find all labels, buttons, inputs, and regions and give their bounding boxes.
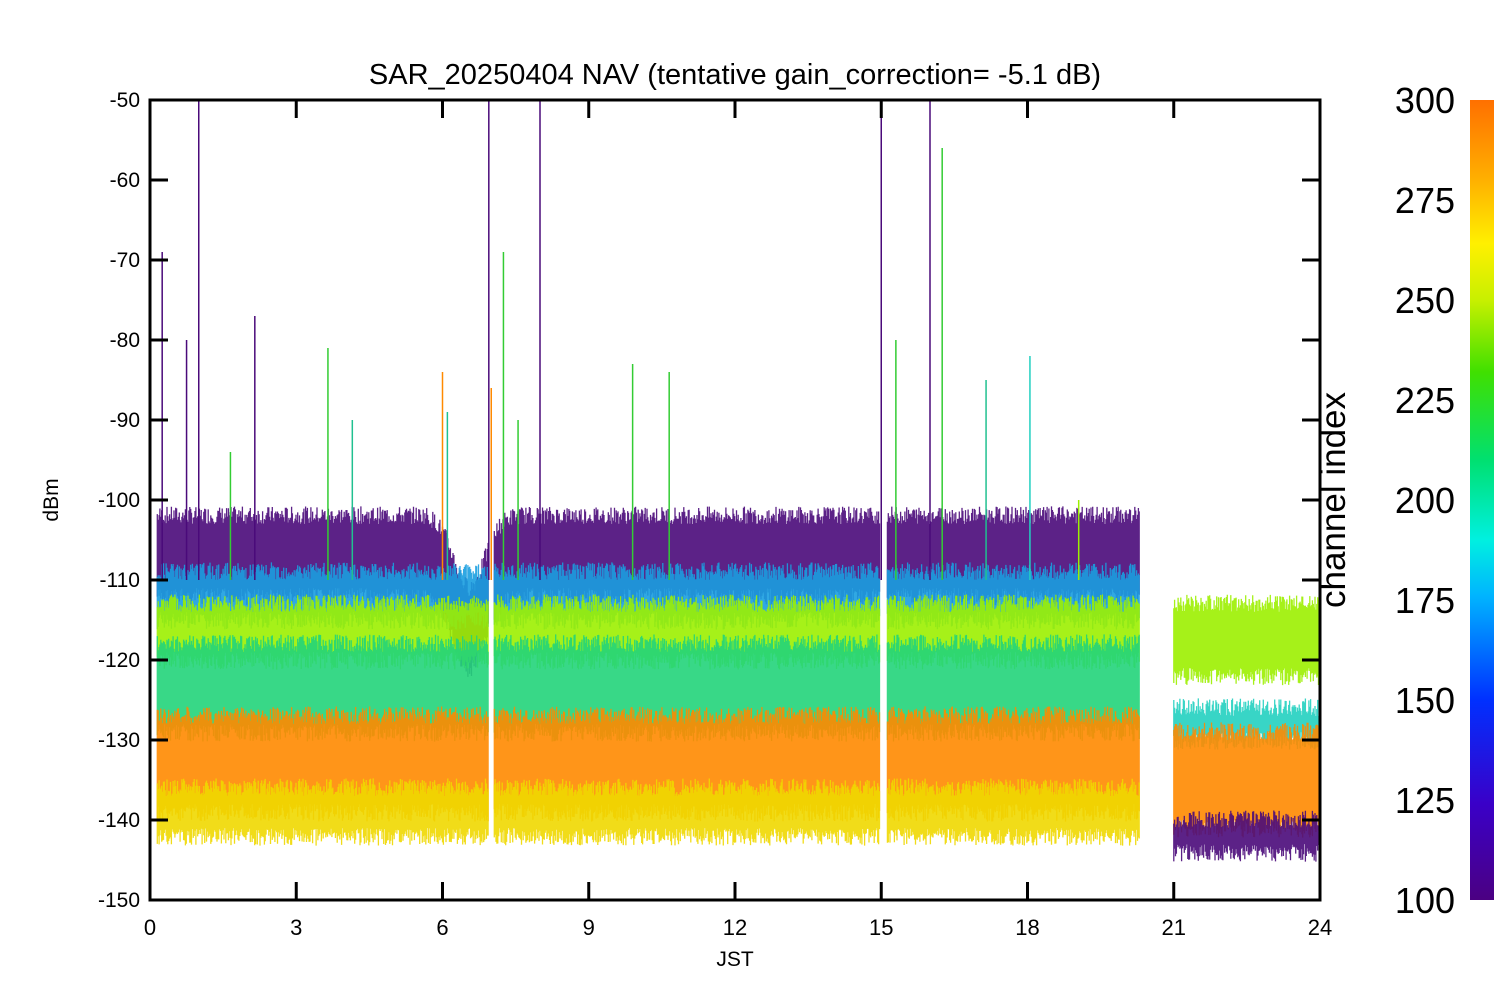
- colorbar-label: channel index: [1314, 392, 1353, 608]
- x-tick-label: 9: [583, 915, 595, 940]
- series-band-strokes-5: [156, 778, 1140, 846]
- series-band-strokes-3: [156, 634, 1140, 742]
- y-tick-label: -70: [110, 249, 140, 272]
- late-series-band-1: [1173, 698, 1320, 750]
- late-series-band-2: [1173, 722, 1320, 838]
- y-tick-label: -50: [110, 89, 140, 112]
- y-tick-label: -130: [98, 729, 140, 752]
- series-band-2: [156, 594, 1140, 670]
- x-tick-label: 12: [723, 915, 747, 940]
- x-tick-label: 6: [436, 915, 448, 940]
- x-axis-label: JST: [716, 948, 754, 971]
- late-series-band-strokes-2: [1173, 722, 1320, 838]
- plot-data: [156, 100, 1320, 862]
- colorbar-tick-label: 150: [1395, 680, 1455, 721]
- series-band-strokes-2: [156, 594, 1140, 670]
- series-band-5: [156, 778, 1140, 846]
- late-series-band-strokes-1: [1173, 698, 1320, 750]
- y-tick-label: -60: [110, 169, 140, 192]
- colorbar-tick-label: 175: [1395, 580, 1455, 621]
- y-tick-label: -150: [98, 889, 140, 912]
- x-tick-label: 24: [1308, 915, 1332, 940]
- late-series-band-strokes-0: [1173, 594, 1320, 686]
- y-tick-label: -80: [110, 329, 140, 352]
- x-tick-label: 0: [144, 915, 156, 940]
- late-series-band-3: [1173, 810, 1320, 862]
- x-tick-label: 21: [1162, 915, 1186, 940]
- colorbar-tick-label: 225: [1395, 380, 1455, 421]
- colorbar: [1470, 100, 1494, 900]
- y-tick-label: -140: [98, 809, 140, 832]
- x-tick-label: 3: [290, 915, 302, 940]
- colorbar-tick-label: 275: [1395, 180, 1455, 221]
- y-tick-label: -100: [98, 489, 140, 512]
- y-axis: -50 -60 -70 -80 -90 -100 -110 -120 -130 -140 -150: [98, 89, 1320, 912]
- colorbar-tick-label: 125: [1395, 780, 1455, 821]
- colorbar-tick-label: 100: [1395, 880, 1455, 921]
- series-band-3: [156, 634, 1140, 742]
- colorbar-tick-label: 200: [1395, 480, 1455, 521]
- late-series-band-0: [1173, 594, 1320, 686]
- series-band-strokes-4: [156, 706, 1140, 822]
- y-axis-label: dBm: [40, 478, 63, 521]
- colorbar-tick-label: 300: [1395, 80, 1455, 121]
- x-tick-label: 18: [1015, 915, 1039, 940]
- y-tick-label: -120: [98, 649, 140, 672]
- series-band-4: [156, 706, 1140, 822]
- y-tick-label: -90: [110, 409, 140, 432]
- late-series-band-strokes-3: [1173, 810, 1320, 862]
- colorbar-ticks: 100 125 150 175 200 225 250 275 300: [1395, 80, 1455, 921]
- chart-title: SAR_20250404 NAV (tentative gain_correct…: [369, 59, 1101, 91]
- colorbar-tick-label: 250: [1395, 280, 1455, 321]
- x-tick-label: 15: [869, 915, 893, 940]
- y-tick-label: -110: [100, 569, 140, 592]
- x-axis: 0 3 6 9 12 15 18 21 24: [144, 100, 1332, 940]
